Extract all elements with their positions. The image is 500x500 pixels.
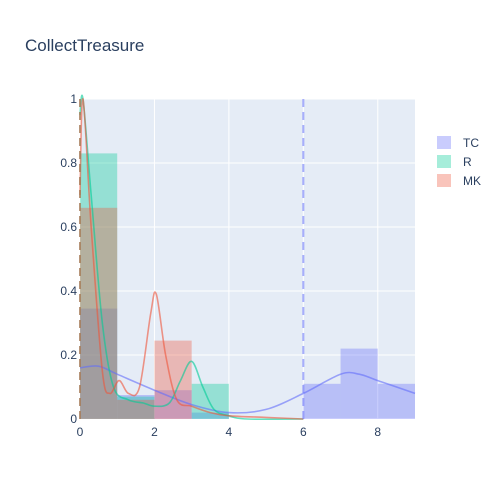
legend-label: R: [463, 155, 472, 169]
axis-ticks: 0 2 4 6 8 0 0.2 0.4 0.6 0.8 1: [60, 92, 381, 439]
legend-label: TC: [463, 136, 479, 150]
x-tick-label: 6: [300, 425, 307, 439]
legend-swatch: [437, 174, 451, 187]
x-tick-label: 0: [77, 425, 84, 439]
bar-tc-6: [377, 383, 415, 419]
y-tick-label: 0.6: [60, 220, 77, 234]
legend[interactable]: TC R MK: [437, 136, 481, 188]
kde-line-mk: [79, 98, 304, 420]
kde-line-tc: [79, 365, 416, 414]
legend-item-tc[interactable]: TC: [437, 136, 479, 150]
kde-line-r: [79, 94, 304, 421]
bar-tc-2: [154, 390, 192, 419]
plot-area: [80, 99, 415, 419]
legend-swatch: [437, 136, 451, 149]
bar-r-1: [117, 396, 155, 419]
y-tick-label: 0.4: [60, 284, 77, 298]
y-tick-label: 0: [70, 412, 77, 426]
reference-lines: [79, 99, 305, 419]
bar-mk-0: [80, 207, 118, 419]
legend-item-mk[interactable]: MK: [437, 174, 481, 188]
y-tick-label: 0.8: [60, 156, 77, 170]
y-tick-label: 0.2: [60, 348, 77, 362]
y-tick-label: 1: [70, 92, 77, 106]
legend-label: MK: [463, 174, 481, 188]
bar-tc-4: [303, 383, 341, 419]
x-tick-label: 8: [374, 425, 381, 439]
bar-tc-5: [340, 348, 378, 419]
legend-item-r[interactable]: R: [437, 155, 472, 169]
x-tick-label: 4: [226, 425, 233, 439]
bar-mk-2: [154, 340, 192, 419]
bar-tc-1: [117, 395, 155, 419]
legend-swatch: [437, 155, 451, 168]
x-tick-label: 2: [151, 425, 158, 439]
density-curves: [79, 94, 416, 421]
chart-title: CollectTreasure: [25, 36, 144, 55]
bar-mk-1: [117, 399, 155, 419]
bar-tc-3: [191, 412, 229, 419]
